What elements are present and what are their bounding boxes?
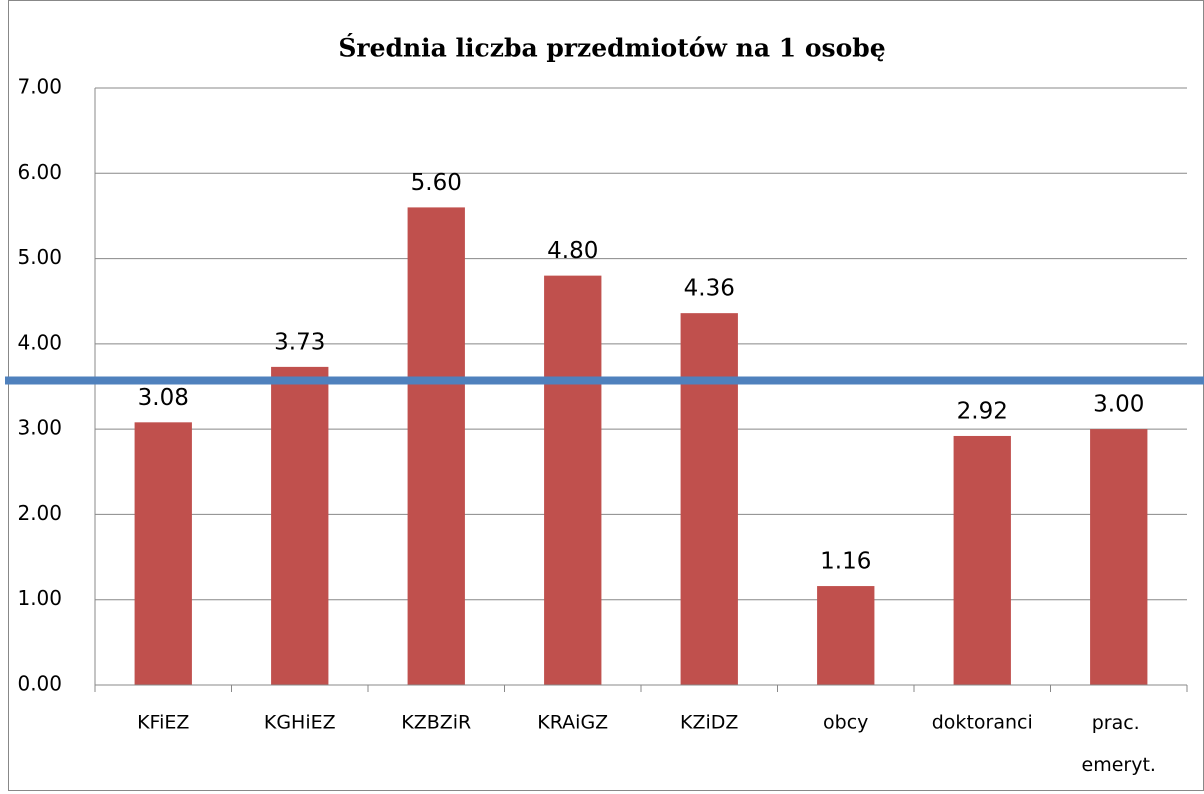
x-tick-label: obcy — [823, 712, 868, 734]
y-tick-label: 7.00 — [17, 75, 62, 99]
x-tick-label: KFiEZ — [137, 712, 189, 734]
data-label: 3.73 — [274, 329, 325, 355]
y-tick-label: 0.00 — [17, 672, 62, 696]
x-tick-label: doktoranci — [932, 712, 1033, 734]
bar — [953, 435, 1011, 685]
data-label: 3.08 — [138, 385, 189, 411]
x-tick-label: KRAiGZ — [537, 712, 608, 734]
y-tick-label: 5.00 — [17, 245, 62, 269]
chart-title: Średnia liczba przedmiotów na 1 osobę — [338, 34, 885, 63]
y-tick-label: 1.00 — [17, 586, 62, 610]
bar — [544, 275, 602, 685]
bar — [680, 313, 738, 685]
y-tick-label: 2.00 — [17, 501, 62, 525]
y-tick-label: 3.00 — [17, 416, 62, 440]
data-label: 2.92 — [957, 398, 1008, 424]
x-tick-label: KZiDZ — [680, 712, 738, 734]
x-tick-label: KZBZiR — [401, 712, 471, 734]
y-tick-label: 6.00 — [17, 160, 62, 184]
data-label: 4.80 — [547, 238, 598, 264]
y-tick-label: 4.00 — [17, 330, 62, 354]
bar — [1090, 429, 1148, 685]
data-label: 1.16 — [820, 549, 871, 575]
bar — [271, 366, 329, 685]
x-tick-label: KGHiEZ — [264, 712, 336, 734]
bar — [817, 586, 875, 685]
data-label: 4.36 — [684, 276, 735, 302]
data-label: 3.00 — [1093, 392, 1144, 418]
bar — [134, 422, 192, 685]
data-label: 5.60 — [411, 170, 462, 196]
bar — [407, 207, 465, 685]
x-tick-label: prac. emeryt. — [1082, 712, 1156, 776]
